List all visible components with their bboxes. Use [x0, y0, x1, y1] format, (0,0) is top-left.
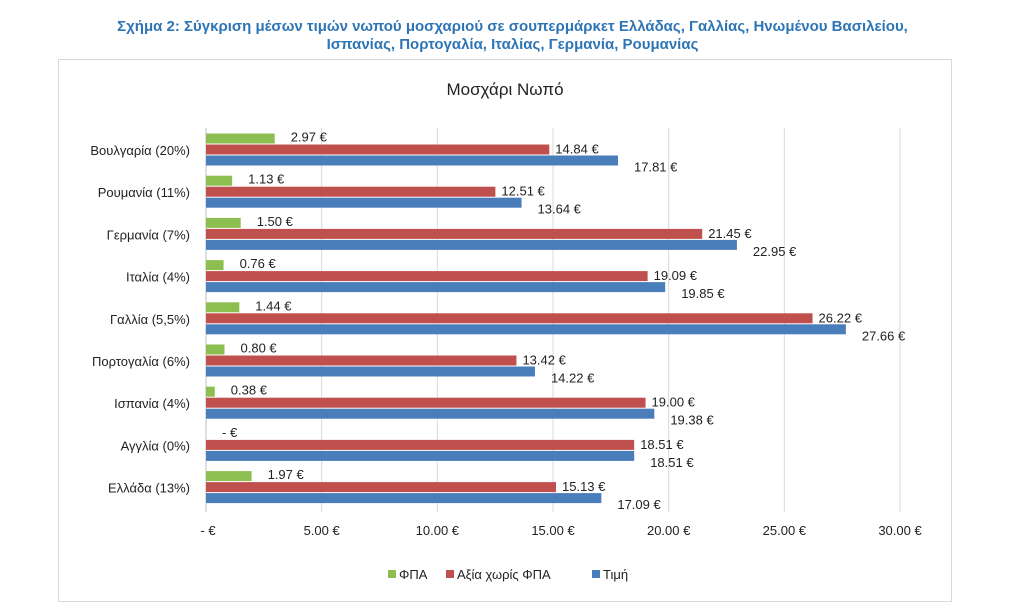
bar-price: [206, 239, 737, 250]
data-label: 13.64 €: [538, 202, 582, 217]
legend-swatch: [592, 570, 600, 578]
x-tick-label: 20.00 €: [647, 523, 691, 538]
data-label: 0.80 €: [241, 341, 278, 356]
bar-net: [206, 482, 557, 493]
x-tick-label: - €: [200, 523, 216, 538]
x-tick-label: 30.00 €: [878, 523, 922, 538]
data-label: 12.51 €: [501, 184, 545, 199]
data-label: 0.76 €: [240, 256, 277, 271]
bar-price: [206, 493, 602, 504]
bar-vat: [206, 302, 240, 313]
data-label: 19.00 €: [652, 395, 696, 410]
data-label: 17.09 €: [617, 497, 661, 512]
chart-area: [58, 59, 952, 602]
x-tick-label: 10.00 €: [416, 523, 460, 538]
figure-title-line2: Ισπανίας, Πορτογαλία, Ιταλίας, Γερμανία,…: [326, 36, 699, 53]
data-label: 1.50 €: [257, 214, 294, 229]
legend-swatch: [388, 570, 396, 578]
bar-price: [206, 450, 635, 461]
legend-swatch: [446, 570, 454, 578]
x-tick-label: 25.00 €: [763, 523, 807, 538]
data-label: 18.51 €: [640, 437, 684, 452]
category-label: Ισπανία (4%): [114, 396, 190, 411]
legend-label: Τιμή: [603, 567, 628, 582]
data-label: 14.22 €: [551, 371, 595, 386]
figure-title: Σχήμα 2: Σύγκριση μέσων τιμών νωπού μοσχ…: [0, 18, 1025, 54]
data-label: 19.09 €: [654, 268, 698, 283]
data-label: 17.81 €: [634, 160, 678, 175]
bar-net: [206, 355, 517, 366]
category-label: Γερμανία (7%): [107, 227, 190, 242]
bar-net: [206, 397, 646, 408]
bar-net: [206, 228, 703, 239]
legend-label: Αξία χωρίς ΦΠΑ: [457, 567, 551, 582]
bar-price: [206, 282, 666, 293]
bar-price: [206, 366, 535, 377]
x-tick-label: 5.00 €: [304, 523, 341, 538]
category-label: Ρουμανία (11%): [98, 185, 190, 200]
data-label: 14.84 €: [555, 142, 599, 157]
figure-title-line1: Σχήμα 2: Σύγκριση μέσων τιμών νωπού μοσχ…: [117, 18, 908, 35]
data-label: 15.13 €: [562, 479, 606, 494]
data-label: 19.85 €: [681, 286, 725, 301]
bar-vat: [206, 471, 252, 482]
bar-net: [206, 144, 550, 155]
data-label: 0.38 €: [231, 383, 268, 398]
bar-net: [206, 313, 813, 324]
data-label: 1.13 €: [248, 172, 285, 187]
bar-price: [206, 197, 522, 208]
data-label: 21.45 €: [708, 226, 752, 241]
bar-vat: [206, 260, 224, 271]
category-label: Ιταλία (4%): [126, 270, 190, 285]
data-label: 13.42 €: [522, 353, 566, 368]
category-label: Αγγλία (0%): [121, 438, 190, 453]
bar-vat: [206, 217, 241, 228]
bar-price: [206, 408, 655, 419]
data-label: 2.97 €: [291, 130, 328, 145]
category-label: Πορτογαλία (6%): [92, 354, 190, 369]
bar-vat: [206, 133, 275, 144]
bar-net: [206, 271, 648, 282]
bar-price: [206, 324, 846, 335]
category-label: Ελλάδα (13%): [108, 481, 190, 496]
data-label: 1.97 €: [268, 467, 305, 482]
category-label: Γαλλία (5,5%): [110, 312, 190, 327]
data-label: 18.51 €: [650, 455, 694, 470]
bar-net: [206, 186, 496, 197]
bar-vat: [206, 175, 233, 186]
x-tick-label: 15.00 €: [531, 523, 575, 538]
category-label: Βουλγαρία (20%): [90, 143, 190, 158]
data-label: 26.22 €: [819, 310, 863, 325]
chart-title: Μοσχάρι Νωπό: [446, 80, 563, 99]
data-label: - €: [222, 425, 238, 440]
bar-vat: [206, 344, 225, 355]
bar-vat: [206, 386, 215, 397]
data-label: 27.66 €: [862, 328, 906, 343]
legend-label: ΦΠΑ: [399, 567, 428, 582]
data-label: 19.38 €: [670, 413, 714, 428]
bar-net: [206, 439, 635, 450]
data-label: 1.44 €: [255, 298, 292, 313]
bar-price: [206, 155, 619, 166]
data-label: 22.95 €: [753, 244, 797, 259]
